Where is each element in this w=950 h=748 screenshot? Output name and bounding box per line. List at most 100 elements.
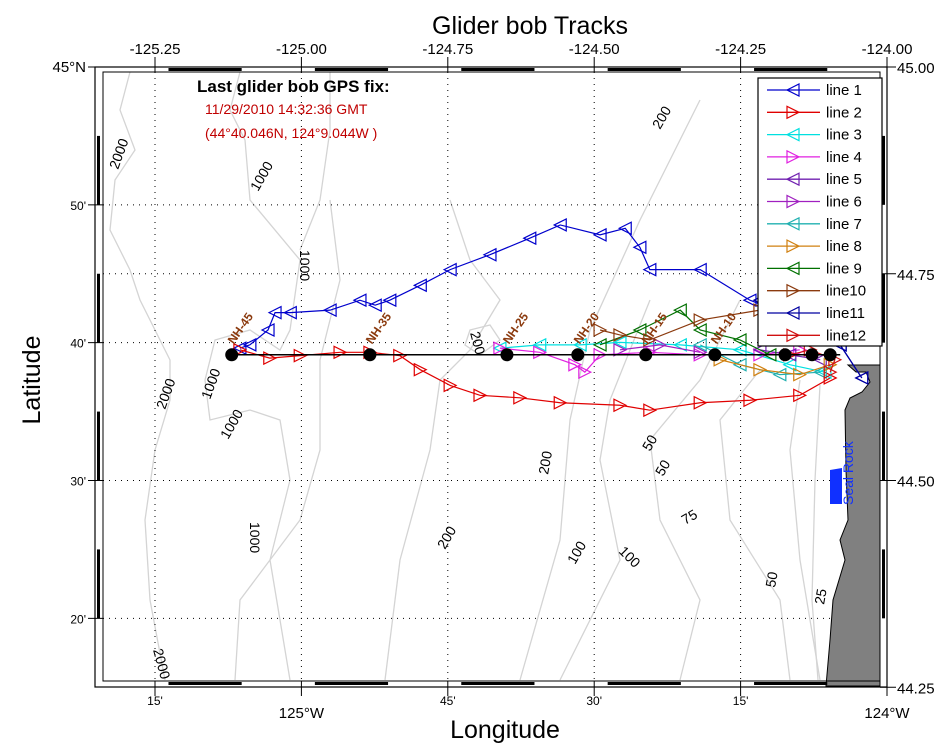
track-marker [693,313,708,328]
top-tick-label: -124.00 [862,41,913,58]
gps-fix-time: 11/29/2010 14:32:36 GMT [205,101,368,117]
contour-label: 50 [639,432,661,454]
station-dot [823,348,837,362]
bottom-tick-label: 30' [586,694,602,708]
legend-label: line 3 [826,127,862,144]
track-marker [642,262,657,277]
track-marker [532,337,547,352]
top-tick-label: -124.75 [422,41,473,58]
track-marker [513,390,528,405]
legend-label: line 1 [826,82,862,99]
track-marker [382,293,397,308]
right-tick-label: 44.50 [897,474,935,491]
track-marker [613,398,628,413]
track-marker [293,348,308,363]
track-marker [752,342,767,357]
track-marker [672,303,687,318]
track-marker [367,298,382,313]
station-dot [708,348,722,362]
track-marker [612,335,627,350]
track-line [719,359,831,376]
legend-marker [786,105,801,120]
track-line [499,341,826,373]
track-marker [442,262,457,277]
track-marker [232,341,247,356]
legend-label: line 8 [826,238,862,255]
legend-marker [785,127,800,142]
track-line9 [592,303,777,362]
legend-marker [786,328,801,343]
frame-bar-right [882,411,885,481]
frame-bar-top [754,68,828,71]
track-marker [692,262,707,277]
bottom-tick-label: 124°W [864,705,910,722]
track-marker [632,240,647,255]
track-marker [592,227,607,242]
station-dot [778,348,792,362]
right-tick-label: 45.00 [897,60,935,77]
gps-fix-position: (44°40.046N, 124°9.044W ) [205,125,377,141]
track-marker [854,370,869,385]
frame-bar-bottom [754,682,828,685]
track-marker [613,342,628,357]
legend-marker [785,83,800,97]
coastline-land [825,364,881,687]
track-marker [812,365,827,380]
track-marker [653,337,668,352]
contour-label: 100 [564,538,590,566]
track-marker [282,305,297,320]
track-marker [643,403,658,418]
legend-marker [785,261,800,276]
top-tick-label: -125.00 [276,41,327,58]
frame-bar-right [882,549,885,619]
track-marker [693,395,708,410]
track-marker [732,342,747,357]
legend-marker [786,149,801,164]
right-tick-label: 44.25 [897,680,935,697]
track-marker [753,362,768,377]
track-marker [742,293,757,308]
track-marker [482,247,497,262]
track-marker [732,357,747,372]
right-tick-label: 44.75 [897,267,935,284]
track-marker [672,337,687,352]
legend-marker [785,306,800,320]
track-line6 [613,337,708,360]
track-marker [617,221,632,236]
contour-label: 200 [434,523,460,551]
gps-fix-heading: Last glider bob GPS fix: [197,77,390,96]
bottom-tick-label: 45' [440,694,456,708]
contour-label: 200 [467,330,489,357]
track-marker [782,357,797,372]
track-marker [267,305,282,320]
track-marker [352,293,367,308]
track-marker [522,231,537,246]
bottom-tick-label: 15' [147,694,163,708]
track-marker [578,365,593,380]
seal-rock-label: Seal Rock [840,440,856,505]
seal-rock-marker [830,468,842,504]
frame-bar-bottom [168,682,242,685]
legend-label: line11 [826,305,865,322]
track-marker [743,393,758,408]
y-axis-title: Latitude [18,336,46,425]
frame-bar-top [314,68,389,71]
contour-label: 200 [535,450,555,476]
contour-label: 1000 [297,250,313,281]
track-marker [793,367,808,382]
legend-label: line 6 [826,194,862,211]
track-marker [592,337,607,352]
track-marker [553,395,568,410]
left-tick-label: 20' [70,612,86,626]
contour-label: 1000 [247,158,277,193]
track-marker [732,332,747,347]
frame-bar-left [97,135,100,205]
track-marker [412,278,427,293]
track-line [599,309,761,341]
contour-label: 50 [652,457,674,479]
legend-label: line 5 [826,171,862,188]
track-marker [793,388,808,403]
track-marker [823,365,838,380]
track-marker [473,388,488,403]
frame-bar-top [461,68,535,71]
